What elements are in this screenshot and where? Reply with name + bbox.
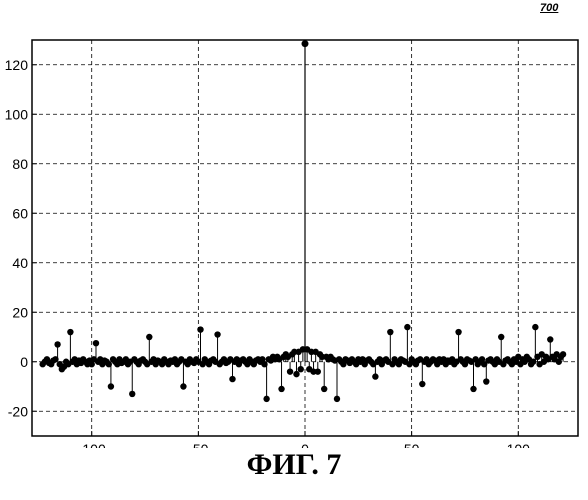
peak-point xyxy=(302,40,309,47)
data-series xyxy=(39,40,566,402)
x-tick-label: -100 xyxy=(78,441,106,448)
y-tick-label: 20 xyxy=(12,304,28,320)
y-tick-label: -20 xyxy=(8,403,28,419)
stem-point xyxy=(470,386,476,392)
stem-point xyxy=(321,386,327,392)
stem-point xyxy=(108,383,114,389)
stem-point xyxy=(483,378,489,384)
stem-plot: -100 -50 0 50 100 -20 0 20 40 60 80 100 120 xyxy=(0,0,588,448)
stem-point xyxy=(93,340,99,346)
stem-point xyxy=(455,329,461,335)
stem-point xyxy=(287,368,293,374)
x-tick-label: 50 xyxy=(404,441,420,448)
y-tick-label: 40 xyxy=(12,255,28,271)
stem-point xyxy=(498,334,504,340)
stem-point xyxy=(263,396,269,402)
stem-point xyxy=(372,373,378,379)
y-tick-label: 0 xyxy=(20,354,28,370)
x-tick-label: -50 xyxy=(188,441,208,448)
x-tick-label: 100 xyxy=(507,441,531,448)
y-tick-label: 60 xyxy=(12,205,28,221)
stem-point xyxy=(293,371,299,377)
stem-point xyxy=(214,331,220,337)
stem-point xyxy=(532,324,538,330)
stem-point xyxy=(404,324,410,330)
stem-point xyxy=(67,329,73,335)
stem-point xyxy=(229,376,235,382)
y-tick-label: 80 xyxy=(12,156,28,172)
stem-point xyxy=(278,386,284,392)
stem-point xyxy=(560,351,566,357)
stem-point xyxy=(419,381,425,387)
y-tick-label: 120 xyxy=(5,57,29,73)
stem-point xyxy=(315,368,321,374)
figure-caption: ФИГ. 7 xyxy=(0,448,588,482)
stem-point xyxy=(334,396,340,402)
stem-point xyxy=(387,329,393,335)
stem-point xyxy=(547,336,553,342)
stem-point xyxy=(129,391,135,397)
stem-point xyxy=(54,341,60,347)
x-tick-label: 0 xyxy=(301,441,309,448)
axis-ticks: -100 -50 0 50 100 -20 0 20 40 60 80 100 120 xyxy=(5,57,531,448)
y-tick-label: 100 xyxy=(5,106,29,122)
stem-point xyxy=(146,334,152,340)
stem-point xyxy=(180,383,186,389)
stem-point xyxy=(298,366,304,372)
stem-point xyxy=(197,326,203,332)
